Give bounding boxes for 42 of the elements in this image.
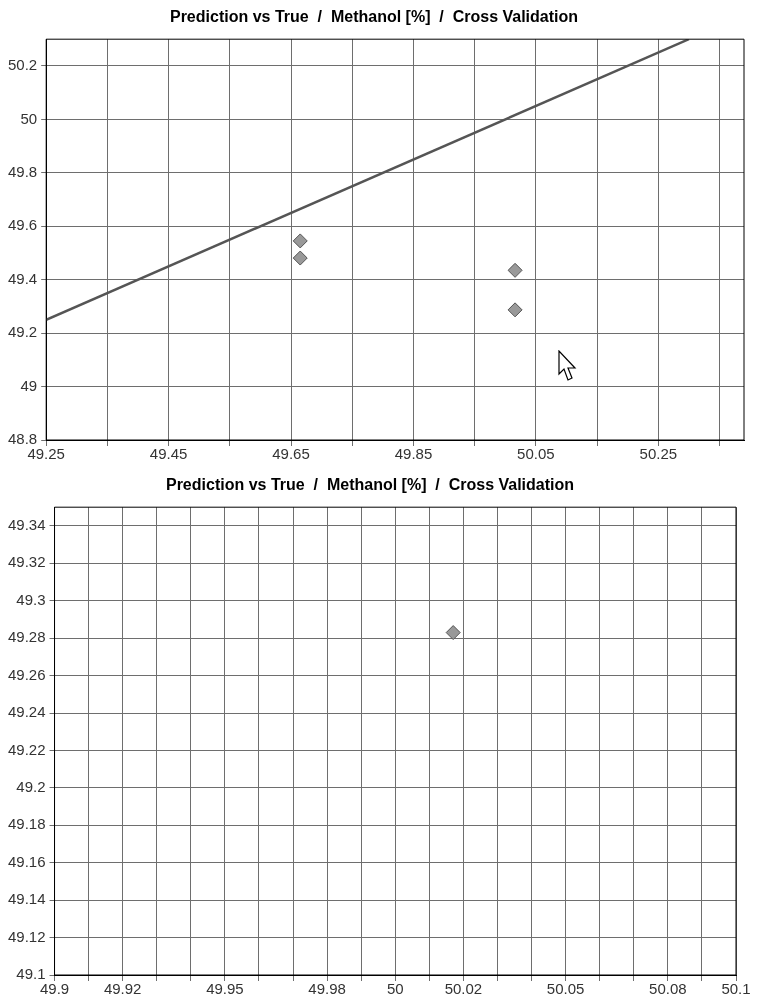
y-tick-label: 49.28 [7,628,46,646]
point [507,302,523,318]
x-tick-label: 49.25 [27,445,65,463]
y-tick-label: 49.1 [16,965,46,983]
y-tick-label: 49.34 [7,516,46,534]
y-tick-label: 48.8 [7,430,38,448]
y-tick-label: 49.8 [7,162,38,180]
y-tick-label: 49.2 [7,323,38,341]
x-tick-label: 49.85 [394,445,433,463]
point [292,250,308,266]
y-tick-label: 49.14 [7,890,46,908]
x-tick-label: 50.05 [517,445,555,463]
y-tick-label: 49.32 [7,553,46,571]
y-tick-label: 49.3 [16,590,46,608]
y-tick-label: 50 [20,109,38,127]
y-tick-label: 49.12 [7,927,46,945]
x-tick-label: 50.08 [649,980,687,998]
x-tick-label: 50.05 [546,980,585,998]
y-tick-label: 49.26 [7,665,46,683]
x-tick-label: 49.92 [103,980,142,998]
x-tick-label: 50.02 [444,980,483,998]
y-tick-label: 49.6 [7,216,38,234]
x-tick-label: 49.95 [206,980,244,998]
y-tick-label: 49.4 [7,269,38,287]
chart-title: Prediction vs True / Methanol [%] / Cross Validation [165,476,575,494]
y-tick-label: 49.22 [7,740,46,758]
y-tick-label: 49.18 [7,815,46,833]
x-tick-label: 49.9 [39,980,70,998]
point [292,233,308,249]
x-tick-label: 49.45 [149,445,188,463]
point [507,262,523,278]
x-tick-label: 49.98 [308,980,346,998]
chart-title: Prediction vs True / Methanol [%] / Cross Validation [169,8,579,26]
x-tick-label: 49.65 [272,445,310,463]
y-tick-label: 50.2 [7,56,38,74]
y-tick-label: 49.16 [7,852,46,870]
y-tick-label: 49.24 [7,703,46,721]
y-tick-label: 49.2 [16,778,46,796]
x-tick-label: 50.25 [639,445,678,463]
y-tick-label: 49 [20,376,38,394]
x-tick-label: 50.1 [721,980,751,998]
x-tick-label: 50 [386,980,404,998]
